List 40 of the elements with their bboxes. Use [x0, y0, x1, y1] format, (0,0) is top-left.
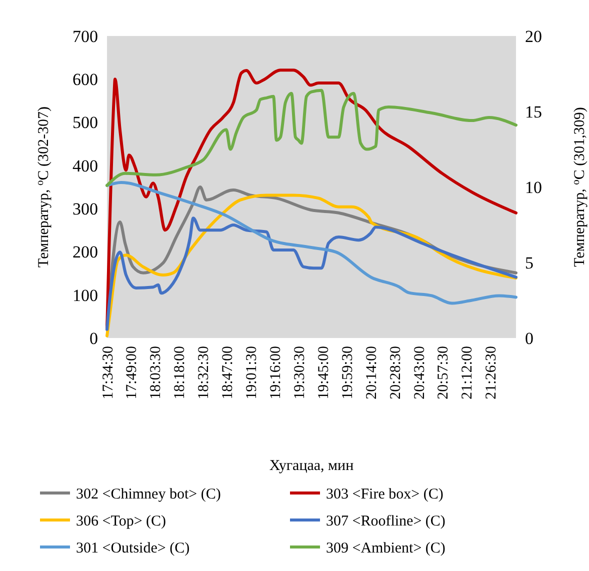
y-tick-label: 700 — [72, 26, 98, 46]
legend-label: 303 <Fire box> (C) — [326, 486, 444, 502]
y-tick-label: 500 — [72, 113, 98, 132]
y2-tick-label: 15 — [525, 102, 542, 122]
y2-tick-label: 10 — [525, 178, 542, 197]
y-tick-label: 300 — [72, 200, 98, 219]
y-tick-label: 0 — [90, 328, 98, 348]
x-tick-label: 17:49:00 — [124, 346, 140, 400]
x-tick-label: 20:28:30 — [388, 346, 404, 400]
x-axis-title: Хугацаа, мин — [269, 458, 354, 474]
x-tick-label: 18:03:30 — [148, 346, 164, 400]
y-tick-label: 400 — [72, 156, 98, 176]
legend-label: 306 <Top> (C) — [76, 513, 166, 530]
x-tick-label: 18:47:00 — [220, 346, 236, 400]
legend-label: 307 <Roofline> (C) — [326, 513, 446, 530]
x-tick-label: 18:32:30 — [196, 346, 212, 400]
y2-tick-label: 0 — [525, 328, 534, 348]
x-tick-label: 19:16:00 — [268, 346, 284, 400]
line-series — [106, 216, 518, 331]
x-tick-label: 17:34:30 — [100, 346, 116, 400]
line-series — [106, 88, 518, 187]
x-tick-label: 18:18:00 — [172, 346, 188, 400]
x-tick-label: 20:57:30 — [436, 346, 452, 400]
x-tick-label: 19:59:30 — [340, 346, 356, 400]
x-tick-label: 19:30:30 — [292, 346, 308, 400]
legend-label: 309 <Ambient> (C) — [326, 540, 446, 556]
x-tick-label: 19:01:30 — [244, 346, 260, 400]
x-tick-label: 20:14:00 — [364, 346, 380, 400]
line-series — [106, 180, 518, 305]
x-tick-label: 20:43:00 — [412, 346, 428, 400]
x-tick-label: 19:45:00 — [316, 346, 332, 400]
y-tick-label: 100 — [72, 286, 98, 305]
y-tick-label: 600 — [72, 70, 98, 90]
x-tick-label: 21:26:30 — [484, 346, 500, 400]
legend-label: 302 <Chimney bot> (C) — [76, 486, 221, 502]
y2-tick-label: 5 — [525, 253, 534, 272]
x-tick-label: 21:12:00 — [460, 346, 476, 400]
y-tick-label: 200 — [72, 242, 98, 262]
legend-label: 301 <Outside> (C) — [76, 540, 190, 556]
y2-tick-label: 20 — [525, 26, 542, 46]
